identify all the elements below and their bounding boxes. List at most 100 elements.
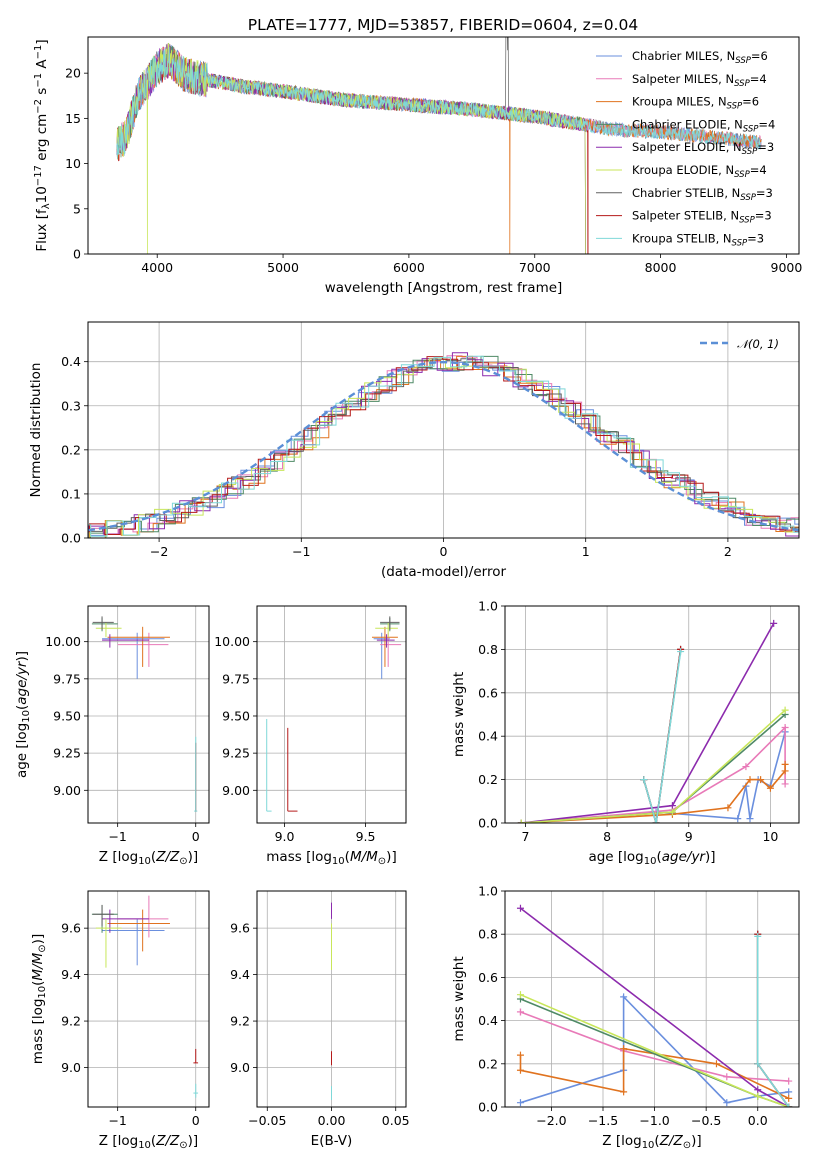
weight-marker xyxy=(517,819,525,823)
y-tick-label: 5 xyxy=(73,201,81,216)
ylabel-part: ] xyxy=(34,39,50,44)
xlabel-part: M/M xyxy=(350,849,378,865)
y-tick-label: 0.0 xyxy=(61,531,81,546)
legend-value: =6 xyxy=(742,95,759,109)
ylabel-part: λ xyxy=(41,203,52,209)
weight-marker xyxy=(723,1099,731,1107)
legend-value: =4 xyxy=(758,117,775,131)
y-tick-label: 0.4 xyxy=(478,1013,498,1028)
x-tick-label: 8 xyxy=(603,829,611,844)
spectrum-line xyxy=(116,42,762,254)
weight-marker xyxy=(754,1060,762,1068)
legend-entry: Salpeter STELIB, NSSP=3 xyxy=(632,209,772,226)
y-tick-label: 9.25 xyxy=(222,746,250,761)
weight-marker xyxy=(620,1088,628,1096)
weight-marker xyxy=(754,932,762,940)
y-tick-label: 0.8 xyxy=(478,642,498,657)
y-tick-label: 0.0 xyxy=(478,1100,498,1115)
x-tick-label: −0.05 xyxy=(248,1113,286,1128)
xlabel-part: wavelength [Angstrom, rest frame] xyxy=(325,280,563,296)
xlabel-part: )] xyxy=(188,1133,199,1149)
weight-marker xyxy=(712,1060,720,1068)
ylabel-part: 10 xyxy=(21,710,32,723)
x-tick-label: 0.00 xyxy=(318,1113,346,1128)
ylabel-part: M/M xyxy=(30,952,46,980)
x-tick-label: −1 xyxy=(292,544,310,559)
weight-marker xyxy=(781,706,789,714)
weight_vs_Z-frame xyxy=(504,890,800,1108)
legend-value: =4 xyxy=(750,163,767,177)
y-tick-label: 9.00 xyxy=(222,783,250,798)
weight-marker xyxy=(516,904,524,912)
y-tick-label: 1.0 xyxy=(478,884,498,899)
legend-value: =3 xyxy=(747,231,764,245)
spectrum-lines xyxy=(116,37,762,254)
xlabel-part: ( xyxy=(151,849,156,865)
x-tick-label: 9.0 xyxy=(275,829,295,844)
legend-entry: Chabrier MILES, NSSP=6 xyxy=(632,49,768,66)
weight-marker xyxy=(746,776,754,784)
legend-name: Salpeter STELIB, N xyxy=(632,209,739,223)
ylabel-part: −17 xyxy=(33,165,44,186)
legend-name: Salpeter MILES, N xyxy=(632,72,734,86)
weight_vs_age-lines xyxy=(517,619,789,823)
weight-marker xyxy=(754,1092,762,1100)
mass_vs_Z-xlabel: Z [log10(Z/Z⊙)] xyxy=(99,1133,198,1151)
mass_vs_ebv-frame xyxy=(256,890,407,1108)
x-tick-label: 4000 xyxy=(141,260,173,275)
legend-sub: SSP xyxy=(727,102,743,112)
xlabel-part: ( xyxy=(656,849,661,865)
y-tick-label: 9.75 xyxy=(53,671,81,686)
weight-marker xyxy=(723,1073,731,1081)
xlabel-part: Z/Z xyxy=(659,1133,684,1149)
y-tick-label: 1.0 xyxy=(478,599,498,614)
ylabel-part: ( xyxy=(14,705,30,710)
weight-line xyxy=(521,731,786,823)
x-tick-label: 0.0 xyxy=(748,1113,768,1128)
weight-marker xyxy=(785,1088,793,1096)
xlabel-part: E(B-V) xyxy=(311,1133,353,1149)
y-tick-label: 9.6 xyxy=(61,921,81,936)
y-tick-label: 0.4 xyxy=(478,729,498,744)
legend-name: Chabrier MILES, N xyxy=(632,49,735,63)
ylabel-part: A xyxy=(34,59,50,73)
legend-value: =3 xyxy=(757,140,774,154)
y-tick-label: 9.50 xyxy=(222,708,250,723)
y-tick-label: 0.3 xyxy=(61,398,81,413)
xlabel-part: ⊙ xyxy=(378,856,386,867)
weight_vs_Z-lines xyxy=(516,904,793,1107)
age_vs_Z-frame xyxy=(87,605,210,824)
y-tick-label: 0.1 xyxy=(61,486,81,501)
xlabel-part: ⊙ xyxy=(683,1140,691,1151)
x-tick-label: −2 xyxy=(150,544,168,559)
xlabel-part: ( xyxy=(345,849,350,865)
weight-marker xyxy=(734,815,742,823)
weight-line xyxy=(520,994,789,1104)
age_vs_mass-errorbars xyxy=(266,616,402,812)
xlabel-part: )] xyxy=(386,849,397,865)
weight-marker xyxy=(742,763,750,771)
gaussian-curve xyxy=(88,360,799,532)
y-tick-label: 0.8 xyxy=(478,927,498,942)
x-tick-label: 1 xyxy=(582,544,590,559)
legend-value: =3 xyxy=(756,186,773,200)
weight_vs_age-xlabel: age [log10(age/yr)] xyxy=(588,849,715,867)
xlabel-part: age/yr xyxy=(662,849,707,865)
y-tick-label: 0.4 xyxy=(61,354,81,369)
xlabel-part: ( xyxy=(151,1133,156,1149)
legend-entry: Kroupa MILES, NSSP=6 xyxy=(632,95,759,112)
weight-line xyxy=(521,764,786,823)
mass_vs_Z-frame xyxy=(87,890,210,1108)
y-tick-label: 9.2 xyxy=(61,1014,81,1029)
weight-line xyxy=(521,725,786,823)
legend-sub: SSP xyxy=(742,147,758,157)
y-tick-label: 0.2 xyxy=(478,772,498,787)
age_vs_mass-xlabel: mass [log10(M/M⊙)] xyxy=(266,849,396,867)
weight-marker xyxy=(516,1099,524,1107)
x-tick-label: 10 xyxy=(762,829,778,844)
weight_vs_age-ylabel: mass weight xyxy=(451,672,467,757)
residuals-xlabel: (data-model)/error xyxy=(381,564,507,580)
histogram-series xyxy=(88,361,799,538)
legend-name: Salpeter ELODIE, N xyxy=(632,140,742,154)
